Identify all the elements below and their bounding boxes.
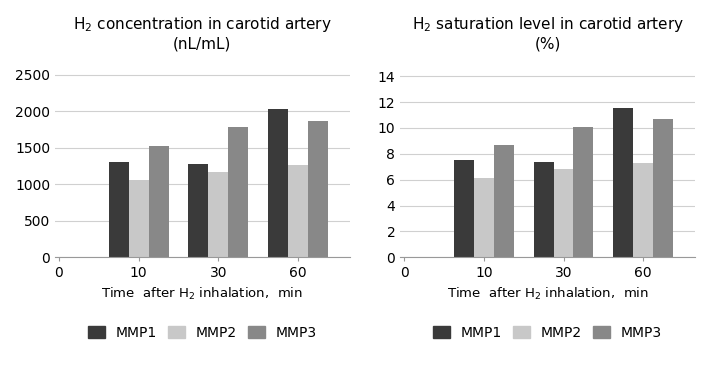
Legend: MMP1, MMP2, MMP3: MMP1, MMP2, MMP3: [82, 320, 322, 345]
Bar: [613, 109, 633, 257]
X-axis label: Time  after H$_2$ inhalation,  min: Time after H$_2$ inhalation, min: [447, 286, 648, 302]
Bar: [109, 162, 129, 257]
Bar: [554, 169, 574, 257]
Bar: [454, 159, 474, 257]
Bar: [653, 119, 673, 257]
Bar: [493, 145, 514, 257]
Bar: [474, 178, 493, 257]
Bar: [534, 161, 554, 257]
Title: H$_2$ saturation level in carotid artery
(%): H$_2$ saturation level in carotid artery…: [412, 15, 684, 51]
Bar: [209, 172, 229, 257]
Bar: [229, 128, 248, 257]
X-axis label: Time  after H$_2$ inhalation,  min: Time after H$_2$ inhalation, min: [102, 286, 303, 302]
Bar: [148, 146, 168, 257]
Legend: MMP1, MMP2, MMP3: MMP1, MMP2, MMP3: [427, 320, 667, 345]
Bar: [268, 109, 288, 257]
Bar: [574, 126, 594, 257]
Bar: [129, 180, 148, 257]
Title: H$_2$ concentration in carotid artery
(nL/mL): H$_2$ concentration in carotid artery (n…: [73, 15, 332, 51]
Bar: [633, 163, 653, 257]
Bar: [308, 121, 328, 257]
Bar: [288, 165, 308, 257]
Bar: [188, 164, 209, 257]
